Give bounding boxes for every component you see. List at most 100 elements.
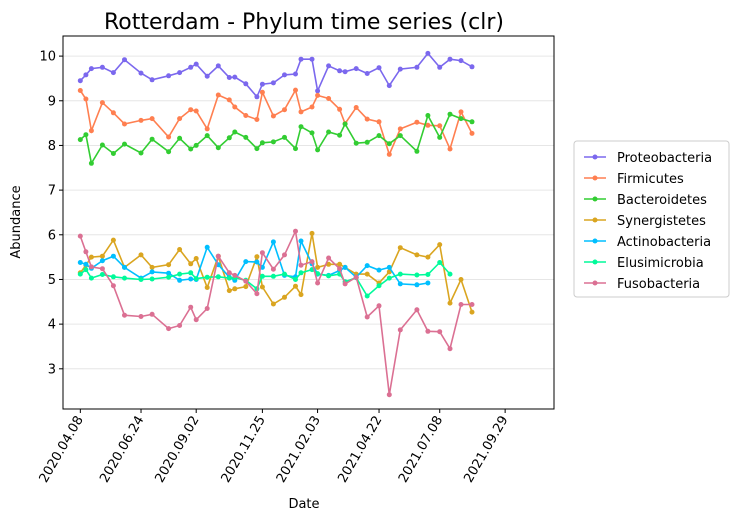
data-point <box>447 111 453 117</box>
legend-marker <box>592 217 598 223</box>
data-point <box>282 134 287 140</box>
y-tick-label: 4 <box>48 318 56 333</box>
data-point <box>149 276 155 282</box>
data-point <box>215 63 221 69</box>
data-point <box>204 274 210 280</box>
data-point <box>232 129 238 135</box>
data-point <box>293 228 298 234</box>
data-point <box>425 122 431 128</box>
data-point <box>188 261 194 267</box>
data-point <box>337 261 343 267</box>
data-point <box>110 283 116 289</box>
data-point <box>315 147 321 153</box>
data-point <box>83 72 89 78</box>
data-point <box>298 109 304 115</box>
data-point <box>364 139 370 145</box>
data-point <box>458 109 464 115</box>
data-point <box>397 245 403 251</box>
data-point <box>215 274 221 280</box>
data-point <box>315 264 321 270</box>
data-point <box>110 237 116 243</box>
data-point <box>83 261 89 267</box>
data-point <box>188 64 194 70</box>
legend-marker <box>592 238 598 244</box>
data-point <box>243 278 249 284</box>
data-point <box>166 270 172 276</box>
legend-item: Elusimicrobia <box>584 256 704 271</box>
x-tick-label: 2021.07.08 <box>396 413 446 485</box>
data-point <box>425 113 431 118</box>
data-point <box>469 130 475 136</box>
legend: Proteobacteria Firmicutes Bacteroidetes Syn… <box>573 140 730 298</box>
data-point <box>204 133 210 139</box>
y-axis: 3 4 5 6 7 8 9 10 <box>39 50 63 377</box>
data-point <box>414 307 420 313</box>
data-point <box>397 133 403 139</box>
data-point <box>397 271 403 277</box>
data-point <box>83 96 89 102</box>
data-point <box>309 56 315 62</box>
data-point <box>149 116 155 122</box>
legend-item: Firmicutes <box>584 172 684 187</box>
data-point <box>193 108 199 114</box>
data-point <box>138 277 144 282</box>
y-tick-label: 9 <box>48 94 56 109</box>
data-point <box>166 262 172 268</box>
series-firmicutes <box>77 87 475 157</box>
data-point <box>193 256 199 261</box>
legend-marker <box>592 154 598 160</box>
data-point <box>353 274 359 280</box>
data-point <box>77 137 83 143</box>
data-point <box>215 253 221 259</box>
legend-label: Proteobacteria <box>617 151 712 166</box>
data-point <box>376 133 382 139</box>
data-point <box>122 275 127 281</box>
data-point <box>282 271 287 277</box>
legend-item: Fusobacteria <box>584 277 700 292</box>
legend-item: Proteobacteria <box>584 151 712 166</box>
data-point <box>447 271 453 277</box>
data-point <box>122 141 127 147</box>
data-point <box>77 271 83 277</box>
data-point <box>458 302 464 307</box>
data-point <box>425 328 431 334</box>
data-point <box>259 89 265 95</box>
legend-item: Actinobacteria <box>584 235 711 250</box>
plot-frame <box>62 35 555 410</box>
data-point <box>386 141 392 147</box>
data-point <box>83 249 89 255</box>
data-point <box>77 233 83 239</box>
data-point <box>138 150 144 156</box>
data-point <box>204 285 210 290</box>
data-point <box>447 146 453 152</box>
data-point <box>315 280 321 286</box>
data-point <box>376 65 382 71</box>
chart-title: Rotterdam - Phylum time series (clr) <box>104 10 504 35</box>
data-point <box>397 281 403 287</box>
data-point <box>342 281 348 287</box>
legend-label: Actinobacteria <box>617 235 711 250</box>
data-point <box>226 270 232 276</box>
data-point <box>386 392 392 398</box>
data-point <box>232 74 238 80</box>
data-point <box>215 145 221 151</box>
data-point <box>254 254 260 260</box>
data-point <box>138 117 144 123</box>
data-point <box>282 294 287 300</box>
x-axis: 2020.04.08 2020.06.24 2020.09.02 2020.11.25… <box>37 409 512 485</box>
data-point <box>177 271 183 277</box>
data-point <box>204 126 210 132</box>
data-point <box>386 264 392 270</box>
data-point <box>337 266 343 272</box>
y-axis-label: Abundance <box>9 185 24 258</box>
data-point <box>437 329 443 335</box>
data-point <box>99 253 105 259</box>
data-point <box>386 83 392 89</box>
legend-marker <box>592 259 598 265</box>
data-point <box>88 128 94 134</box>
data-point <box>469 302 475 307</box>
data-point <box>414 282 420 288</box>
data-point <box>364 293 370 299</box>
data-point <box>342 69 348 75</box>
data-point <box>298 56 304 62</box>
